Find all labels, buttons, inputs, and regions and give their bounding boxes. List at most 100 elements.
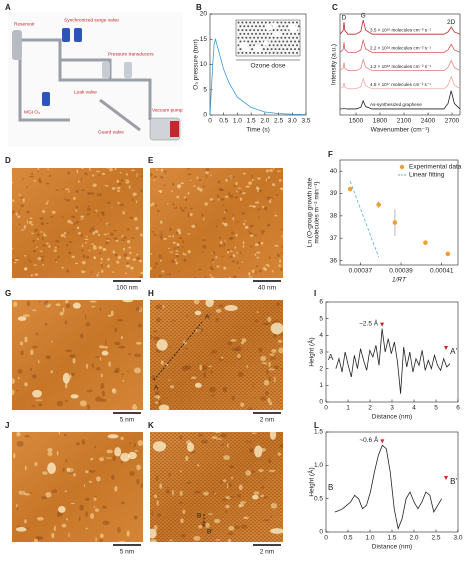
x-tick-label: 6 bbox=[456, 405, 460, 412]
feature bbox=[140, 271, 143, 275]
feature bbox=[116, 179, 120, 184]
feature bbox=[30, 274, 34, 277]
feature bbox=[181, 246, 184, 248]
bright-cluster bbox=[150, 528, 157, 539]
feature bbox=[37, 170, 40, 173]
feature bbox=[194, 276, 197, 278]
feature bbox=[236, 190, 238, 193]
feature bbox=[12, 389, 15, 396]
feature bbox=[273, 365, 280, 370]
feature bbox=[55, 261, 58, 263]
feature bbox=[123, 236, 127, 240]
feature bbox=[256, 256, 259, 259]
inset-atom bbox=[292, 21, 295, 24]
feature bbox=[222, 386, 228, 393]
feature bbox=[102, 248, 107, 251]
feature bbox=[20, 229, 25, 231]
feature bbox=[230, 339, 237, 342]
inset-atom bbox=[297, 40, 300, 43]
feature bbox=[34, 462, 38, 467]
feature bbox=[108, 238, 111, 241]
feature bbox=[227, 249, 230, 252]
y-tick-label: 0 bbox=[319, 399, 323, 406]
feature bbox=[184, 206, 187, 209]
y-tick-label: 36 bbox=[330, 257, 338, 264]
feature bbox=[215, 539, 221, 541]
feature bbox=[65, 300, 69, 304]
feature bbox=[158, 254, 162, 259]
feature bbox=[244, 226, 249, 229]
feature bbox=[66, 243, 69, 247]
feature bbox=[61, 216, 64, 218]
feature bbox=[137, 439, 143, 446]
feature bbox=[222, 479, 227, 483]
inset-atom bbox=[264, 51, 267, 54]
feature bbox=[203, 491, 209, 496]
feature bbox=[179, 236, 182, 240]
feature bbox=[227, 341, 233, 346]
feature bbox=[90, 243, 95, 245]
feature bbox=[260, 230, 265, 233]
feature bbox=[220, 356, 224, 360]
feature bbox=[171, 320, 177, 322]
inset-atom bbox=[284, 21, 287, 24]
inset-atom bbox=[239, 25, 242, 28]
feature bbox=[218, 198, 220, 201]
feature bbox=[154, 265, 157, 269]
stm-image: 100 nm bbox=[12, 168, 143, 292]
x-tick-label: 0 bbox=[324, 405, 328, 412]
feature bbox=[185, 347, 189, 350]
feature bbox=[53, 525, 56, 532]
inset-atom bbox=[268, 36, 271, 39]
feature bbox=[16, 432, 21, 437]
feature bbox=[217, 180, 221, 184]
pipe bbox=[18, 40, 70, 122]
feature bbox=[63, 231, 67, 235]
diagram-label: Leak valve bbox=[74, 89, 97, 95]
feature bbox=[100, 211, 105, 215]
feature bbox=[156, 209, 161, 212]
feature bbox=[29, 367, 33, 371]
stm-image: 40 nm bbox=[150, 168, 283, 292]
feature bbox=[223, 455, 230, 461]
feature bbox=[182, 240, 184, 244]
panel-label: H bbox=[148, 289, 154, 298]
feature bbox=[160, 231, 163, 233]
feature bbox=[219, 241, 223, 245]
feature bbox=[107, 314, 112, 317]
diagram: Reservoir Synchronized surge valve Press… bbox=[8, 12, 183, 147]
feature bbox=[153, 175, 157, 178]
feature bbox=[50, 370, 54, 374]
y-tick-label: 10 bbox=[200, 61, 208, 68]
feature bbox=[44, 303, 51, 308]
feature bbox=[12, 259, 15, 261]
bright-cluster bbox=[152, 441, 166, 452]
inset-atom bbox=[290, 48, 293, 51]
feature bbox=[75, 209, 78, 212]
feature bbox=[100, 257, 103, 261]
feature bbox=[240, 402, 245, 407]
feature bbox=[196, 176, 199, 180]
texture bbox=[12, 300, 143, 410]
feature bbox=[114, 253, 118, 257]
inset-atom bbox=[247, 40, 250, 43]
feature bbox=[72, 357, 76, 364]
feature bbox=[62, 188, 64, 191]
texture bbox=[150, 168, 283, 278]
feature bbox=[204, 276, 207, 278]
x-tick-label: 2.0 bbox=[260, 118, 269, 125]
feature bbox=[13, 452, 16, 459]
bright-cluster bbox=[270, 322, 283, 335]
feature bbox=[263, 379, 270, 386]
feature bbox=[99, 538, 103, 542]
feature bbox=[180, 533, 186, 538]
y-tick-label: 0 bbox=[319, 529, 323, 536]
inset-atom bbox=[297, 25, 300, 28]
feature bbox=[153, 233, 157, 237]
feature bbox=[73, 196, 76, 201]
inset-atom bbox=[288, 21, 291, 24]
feature bbox=[134, 353, 142, 358]
feature bbox=[154, 262, 159, 265]
feature bbox=[106, 223, 111, 226]
feature bbox=[214, 432, 221, 433]
